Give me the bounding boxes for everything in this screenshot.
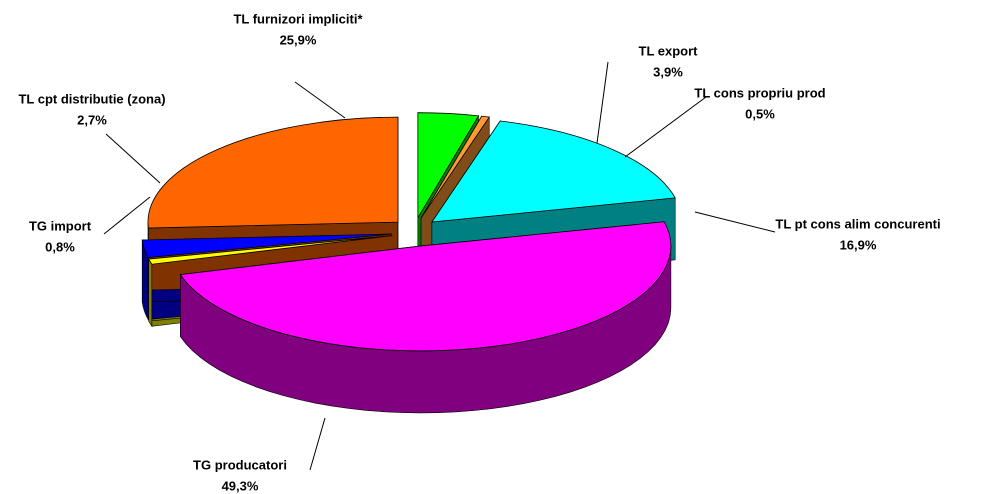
slice-label: TL furnizori impliciti* [233,11,363,26]
slice [141,233,392,259]
slice-tops [141,112,676,352]
value-label: 0,8% [45,239,75,254]
leader-line [624,96,707,158]
value-label: 49,3% [222,478,259,493]
leader-line [309,417,326,471]
slice-label: TL cons propriu prod [694,85,825,100]
slice [420,115,490,219]
leader-line [294,81,346,119]
value-label: 3,9% [653,64,683,79]
slice-label: TG producatori [193,457,287,472]
slice-label: TL export [639,43,699,58]
leader-line [103,196,151,235]
leader-line [105,133,161,184]
leader-line [694,211,776,233]
value-label: 16,9% [840,237,877,252]
slice-label: TL pt cons alim concurenti [775,216,940,231]
slice [179,221,672,352]
slice [417,112,480,220]
slice [148,235,393,265]
value-label: 2,7% [77,112,107,127]
slice [431,120,676,223]
slice-label: TL cpt distributie (zona) [18,91,165,106]
leader-line [596,61,609,144]
value-label: 25,9% [280,32,317,47]
slice-label: TG import [29,218,92,233]
slice [147,116,399,229]
value-label: 0,5% [745,106,775,121]
slice-side [148,258,153,328]
